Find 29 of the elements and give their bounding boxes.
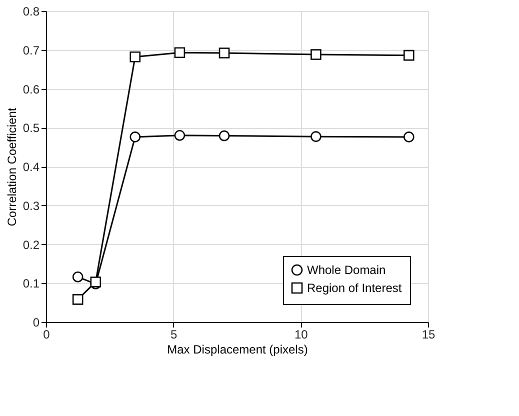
y-tick-label: 0.8 [22, 4, 40, 18]
point [130, 132, 141, 142]
y-tick-label: 0.6 [22, 82, 40, 96]
point [72, 294, 84, 305]
point [130, 51, 141, 62]
y-tick-label: 0.4 [22, 160, 40, 174]
y-tick-label: 0.3 [22, 198, 40, 213]
point [218, 130, 230, 142]
x-axis-title: Max Displacement (pixels) [167, 342, 308, 356]
point [72, 272, 84, 282]
y-tick-label: 0.7 [22, 43, 40, 58]
y-tick-label: 0.2 [22, 238, 40, 252]
y-axis-title: Correlation Coefficient [4, 107, 19, 226]
point [174, 130, 186, 141]
x-tick-label: 0 [43, 328, 50, 342]
point [174, 47, 186, 58]
point [310, 49, 322, 60]
point [404, 132, 414, 142]
legend-label: Region of Interest [307, 281, 402, 295]
y-tick-label: 0.1 [22, 276, 40, 291]
legend-label: Whole Domain [307, 263, 386, 277]
point [310, 131, 322, 142]
x-tick-label: 10 [294, 328, 308, 342]
y-tick-label: 0.5 [22, 121, 40, 136]
point [218, 48, 230, 58]
x-tick-label: 15 [422, 328, 436, 342]
y-tick-label: 0 [32, 316, 40, 330]
x-tick-label: 5 [170, 328, 178, 342]
point [404, 50, 414, 61]
